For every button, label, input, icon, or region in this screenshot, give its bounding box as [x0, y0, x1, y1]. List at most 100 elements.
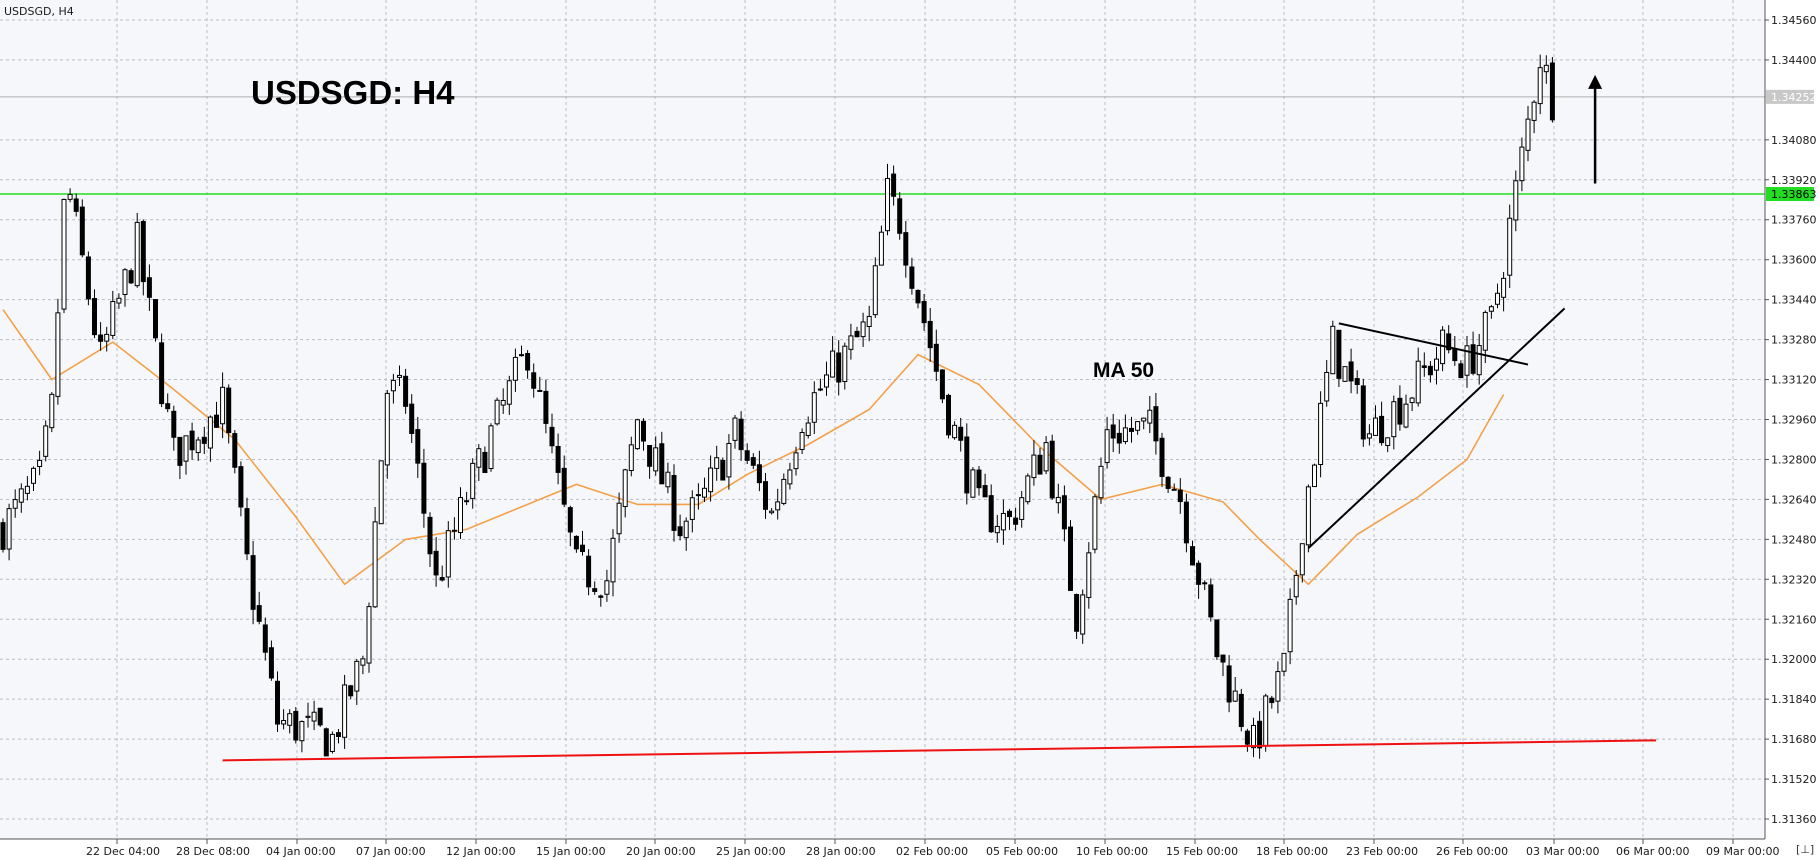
x-tick-label: 06 Mar 00:00 [1616, 845, 1689, 858]
x-tick-label: 05 Feb 00:00 [986, 845, 1058, 858]
candle-body [769, 510, 775, 514]
candle-body [695, 494, 701, 497]
candle-body [1513, 180, 1519, 221]
candle-body [342, 684, 348, 738]
candle-body [329, 733, 335, 752]
candle-body [1080, 594, 1086, 635]
price-levels [0, 96, 1765, 195]
candle-body [6, 508, 12, 550]
candle-body [1171, 488, 1177, 491]
candle-body [128, 270, 134, 284]
candle-body [555, 446, 561, 473]
candle-body [299, 721, 305, 742]
chart-shift-button[interactable]: [⊥] [1796, 843, 1814, 856]
candle-body [494, 399, 500, 425]
candle-body [433, 550, 439, 576]
candle-body [311, 711, 317, 722]
candle-body [201, 436, 207, 444]
candle-body [1281, 652, 1287, 672]
candle-body [1183, 501, 1189, 544]
candle-body [872, 265, 878, 316]
candle-body [909, 266, 915, 289]
y-tick-label: 1.32320 [1771, 573, 1817, 586]
candle-body [1007, 510, 1012, 518]
candle-body [451, 529, 457, 532]
candle-body [567, 507, 573, 533]
candle-body [1061, 495, 1067, 530]
x-axis: 22 Dec 04:00 28 Dec 08:00 04 Jan 00:00 07 J… [86, 839, 1779, 858]
candle-body [952, 424, 958, 439]
candle-body [1226, 665, 1232, 703]
candle-body [189, 430, 195, 451]
candle-body [677, 526, 683, 537]
candle-body [1549, 62, 1555, 121]
x-tick-label: 07 Jan 00:00 [356, 845, 426, 858]
candle-body [994, 525, 1000, 534]
candle-body [220, 386, 226, 425]
candle-body [610, 537, 616, 583]
y-tick-label: 1.33120 [1771, 374, 1817, 387]
x-tick-label: 25 Jan 00:00 [716, 845, 786, 858]
candle-body [37, 459, 43, 467]
candle-body [817, 388, 823, 391]
candle-body [988, 495, 994, 533]
candle-body [384, 392, 390, 466]
candle-body [1415, 360, 1421, 404]
candle-body [976, 469, 982, 489]
candle-body [1299, 543, 1305, 576]
candle-body [659, 443, 665, 485]
candle-body [1397, 397, 1403, 425]
candle-body [519, 354, 524, 357]
ma-label: MA 50 [1093, 359, 1154, 382]
candle-body [146, 277, 152, 298]
x-tick-label: 03 Mar 00:00 [1526, 845, 1599, 858]
candle-body [836, 352, 842, 383]
candle-body [1049, 440, 1055, 499]
candle-body [647, 445, 653, 467]
candle-body [1391, 401, 1397, 438]
candle-body [1244, 730, 1250, 745]
candle-body [1257, 720, 1263, 749]
candle-body [1305, 486, 1311, 546]
candle-body [232, 433, 238, 468]
candle-body [1537, 67, 1543, 105]
candle-body [445, 530, 451, 578]
x-tick-label: 12 Jan 00:00 [446, 845, 516, 858]
candle-body [1208, 584, 1214, 618]
candle-body [702, 487, 707, 498]
triangle-upper-trendline [1338, 322, 1529, 366]
candle-body [470, 462, 476, 499]
candle-body [641, 420, 646, 442]
candle-body [1342, 366, 1348, 382]
candle-body [1379, 415, 1385, 444]
y-tick-label: 1.32800 [1771, 453, 1817, 466]
candle-body [598, 595, 604, 598]
candle-body [207, 416, 213, 449]
candle-body [878, 231, 884, 266]
candle-body [1464, 345, 1470, 376]
candle-body [1177, 489, 1183, 503]
candle-body [1232, 690, 1238, 702]
candle-body [714, 457, 720, 469]
x-tick-label: 09 Mar 00:00 [1706, 845, 1779, 858]
candle-body [275, 680, 280, 725]
candle-body [549, 426, 555, 447]
candle-body [586, 555, 592, 588]
candle-body [1153, 406, 1159, 442]
candle-body [848, 335, 854, 350]
candle-body [1519, 146, 1525, 182]
candle-body [354, 660, 360, 692]
up-arrow-head [1588, 74, 1603, 89]
y-tick-label: 1.31520 [1771, 773, 1817, 786]
y-axis: 1.34560 1.34400 1.34080 1.33920 1.33760 1.336… [1765, 14, 1817, 826]
y-tick-label: 1.31840 [1771, 693, 1817, 706]
candle-body [537, 389, 543, 392]
candle-body [336, 732, 341, 738]
candle-body [1238, 693, 1244, 727]
symbol-label: USDSGD, H4 [4, 5, 74, 18]
x-tick-label: 20 Jan 00:00 [626, 845, 696, 858]
candle-body [683, 520, 689, 539]
candle-body [12, 499, 18, 509]
candle-body [1501, 277, 1507, 298]
